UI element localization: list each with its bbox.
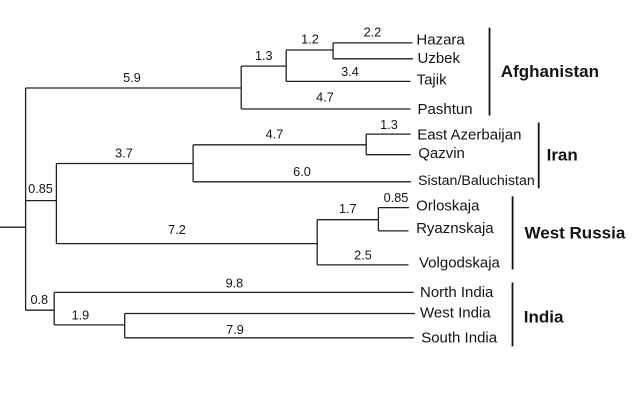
svg-text:West Russia: West Russia: [525, 224, 626, 243]
svg-text:0.8: 0.8: [30, 293, 48, 307]
svg-text:Pashtun: Pashtun: [418, 101, 473, 118]
svg-text:Orloskaja: Orloskaja: [416, 197, 480, 214]
svg-text:2.5: 2.5: [354, 249, 372, 263]
svg-text:Qazvin: Qazvin: [418, 145, 465, 162]
svg-text:Volgodskaja: Volgodskaja: [419, 254, 501, 271]
svg-text:India: India: [524, 308, 564, 327]
svg-text:North India: North India: [420, 284, 494, 301]
svg-text:1.3: 1.3: [380, 118, 398, 132]
svg-text:Iran: Iran: [547, 146, 578, 165]
svg-text:6.0: 6.0: [293, 165, 311, 179]
svg-text:Ryaznskaja: Ryaznskaja: [416, 220, 494, 237]
svg-text:1.3: 1.3: [255, 49, 273, 63]
svg-text:3.7: 3.7: [115, 147, 133, 161]
svg-text:South India: South India: [421, 329, 498, 346]
svg-text:Sistan/Baluchistan: Sistan/Baluchistan: [418, 173, 535, 189]
svg-text:1.9: 1.9: [72, 308, 90, 322]
svg-text:East Azerbaijan: East Azerbaijan: [417, 127, 521, 144]
svg-text:4.7: 4.7: [266, 127, 284, 141]
svg-text:9.8: 9.8: [226, 276, 244, 290]
svg-text:3.4: 3.4: [341, 65, 359, 79]
svg-text:2.2: 2.2: [364, 25, 382, 39]
svg-text:0.85: 0.85: [28, 182, 53, 196]
svg-text:Uzbek: Uzbek: [418, 50, 461, 67]
svg-text:0.85: 0.85: [384, 191, 409, 205]
svg-text:4.7: 4.7: [316, 91, 334, 105]
svg-text:Afghanistan: Afghanistan: [501, 62, 599, 81]
svg-text:7.2: 7.2: [168, 223, 186, 237]
svg-text:Tajik: Tajik: [417, 72, 448, 89]
svg-text:7.9: 7.9: [226, 323, 244, 337]
svg-text:5.9: 5.9: [123, 71, 141, 85]
svg-text:Hazara: Hazara: [416, 31, 465, 48]
svg-text:1.2: 1.2: [301, 33, 319, 47]
svg-text:1.7: 1.7: [339, 202, 357, 216]
svg-text:West India: West India: [420, 304, 491, 321]
